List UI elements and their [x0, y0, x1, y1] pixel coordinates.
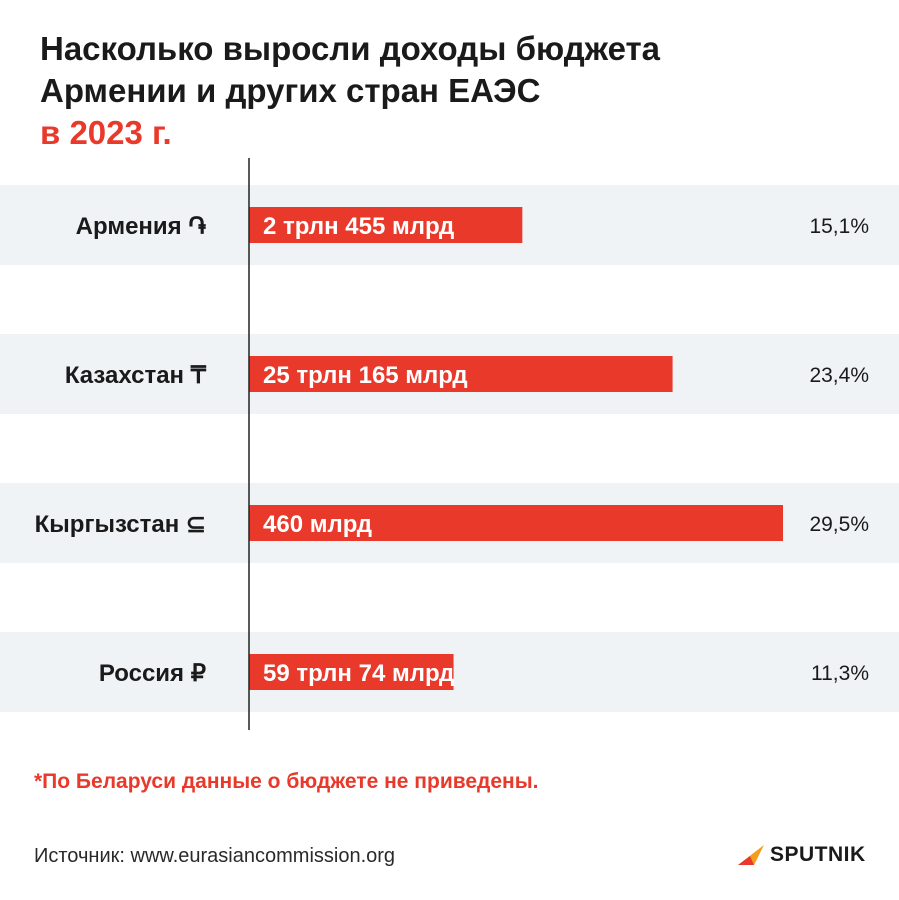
bar: [249, 654, 454, 690]
source-text: Источник: www.eurasiancommission.org: [34, 845, 396, 867]
bar: [249, 505, 783, 541]
title-line-1: Насколько выросли доходы бюджета: [40, 30, 661, 67]
growth-label: 11,3%: [811, 662, 869, 685]
category-label: Армения ֏: [76, 213, 207, 240]
category-label: Кыргызстан ⊆: [35, 511, 206, 538]
chart-title: Насколько выросли доходы бюджета Армении…: [40, 28, 860, 154]
bar: [249, 356, 673, 392]
sputnik-logo-icon: [738, 845, 764, 865]
title-line-3: в 2023 г.: [40, 114, 172, 151]
category-label: Казахстан ₸: [65, 362, 207, 389]
bar-label: 2 трлн 455 млрд: [263, 213, 454, 240]
growth-label: 15,1%: [809, 215, 869, 238]
growth-label: 29,5%: [809, 513, 869, 536]
logo-text: SPUTNIK: [770, 843, 866, 866]
bar-label: 25 трлн 165 млрд: [263, 362, 468, 389]
footnote: *По Беларуси данные о бюджете не приведе…: [34, 770, 539, 793]
sputnik-logo: SPUTNIK: [736, 843, 866, 867]
growth-label: 23,4%: [809, 364, 869, 387]
bar-label: 460 млрд: [263, 511, 372, 538]
bar: [249, 207, 523, 243]
bar-label: 59 трлн 74 млрд: [263, 660, 454, 687]
category-label: Россия ₽: [99, 660, 206, 687]
bar-chart: Армения ֏ 2 трлн 455 млрд 15,1% Казахстан ₸…: [0, 158, 899, 730]
title-line-2: Армении и других стран ЕАЭС: [40, 72, 541, 109]
